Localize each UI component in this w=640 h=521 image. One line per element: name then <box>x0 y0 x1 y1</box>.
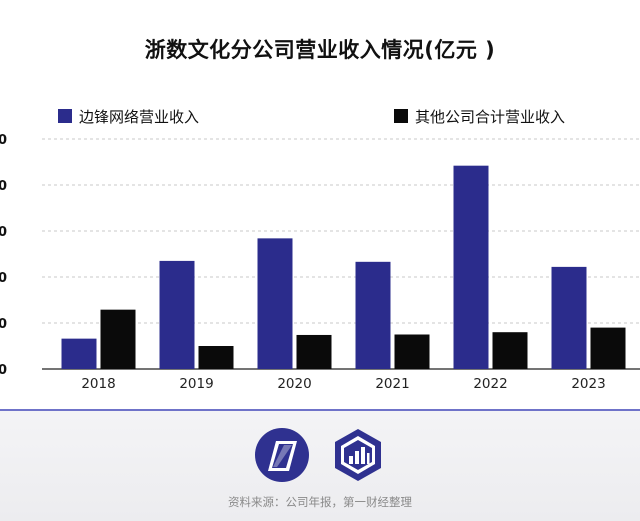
bar-series-2 <box>296 334 332 369</box>
x-tick-label: 2018 <box>81 376 115 392</box>
y-tick-label: 20 <box>0 271 7 286</box>
bar-series-1 <box>551 266 587 369</box>
x-tick-label: 2019 <box>179 376 213 392</box>
y-tick-label: 0 <box>0 363 7 378</box>
legend-swatch-series-2 <box>394 109 408 123</box>
legend-swatch-series-1 <box>58 109 72 123</box>
legend-label-series-2: 其他公司合计营业收入 <box>415 107 566 126</box>
y-tick-label: 30 <box>0 225 7 240</box>
bar-series-1 <box>61 338 97 369</box>
parallelogram-logo-icon <box>254 427 310 483</box>
x-tick-label: 2023 <box>571 376 605 392</box>
y-tick-label: 10 <box>0 317 7 332</box>
chart-logo-icon <box>330 427 386 483</box>
bar-series-2 <box>100 309 136 369</box>
legend-item-series-1: 边锋网络营业收入 <box>58 106 199 126</box>
source-note: 资料来源：公司年报，第一财经整理 <box>228 495 412 509</box>
bar-series-2 <box>198 346 234 369</box>
bar-series-1 <box>159 260 195 369</box>
bar-series-1 <box>257 238 293 369</box>
bar-series-2 <box>394 334 430 369</box>
x-tick-label: 2022 <box>473 376 507 392</box>
bar-series-2 <box>590 327 626 369</box>
divider-line <box>0 409 640 411</box>
x-tick-label: 2020 <box>277 376 311 392</box>
x-tick-label: 2021 <box>375 376 409 392</box>
y-tick-label: 40 <box>0 179 7 194</box>
bar-chart: 0 10 20 30 40 50 2018 2019 2020 2021 2022 2023 <box>0 133 640 392</box>
y-tick-label: 50 <box>0 133 7 148</box>
legend-label-series-1: 边锋网络营业收入 <box>79 107 200 126</box>
chart-title: 浙数文化分公司营业收入情况(亿元 ) <box>144 38 496 62</box>
bar-series-1 <box>453 165 489 369</box>
bar-series-1 <box>355 261 391 369</box>
bar-series-2 <box>492 332 528 369</box>
legend-item-series-2: 其他公司合计营业收入 <box>394 106 565 126</box>
footer <box>0 411 640 521</box>
